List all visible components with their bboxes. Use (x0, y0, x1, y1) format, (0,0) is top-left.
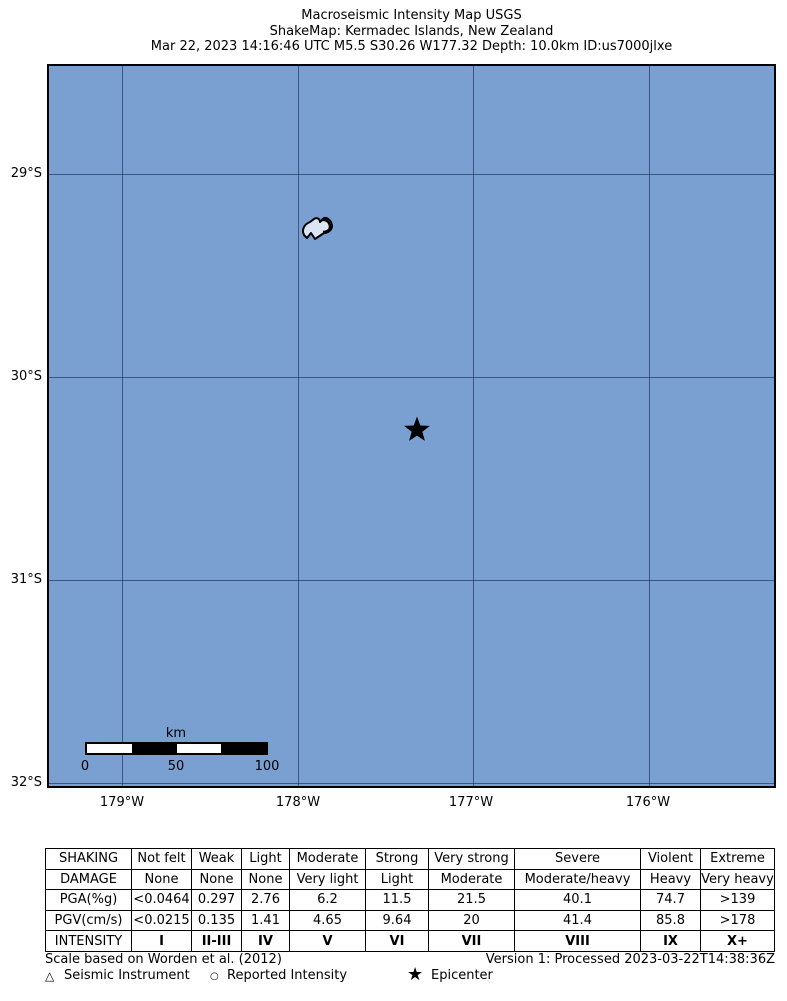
intensity-cell-x: X+ (700, 930, 775, 952)
lon-tick-177w: 177°W (448, 795, 494, 810)
cell: 9.64 (365, 909, 429, 932)
epicenter-legend-icon: ★ (407, 964, 424, 985)
intensity-cell-v: V (289, 930, 366, 952)
cell: None (241, 868, 290, 891)
table-row-shaking: SHAKING Not felt Weak Light Moderate Str… (45, 848, 775, 870)
table-row-damage: DAMAGE None None None Very light Light M… (45, 868, 775, 891)
gridline-179w (122, 66, 123, 786)
cell: >178 (700, 909, 775, 932)
epicenter-label: Epicenter (431, 968, 493, 983)
cell: Moderate (289, 848, 366, 870)
map-canvas: km 0 50 100 (47, 64, 776, 788)
row-header: PGA(%g) (45, 889, 132, 911)
lat-tick-30s: 30°S (10, 369, 42, 384)
cell: Very light (289, 868, 366, 891)
intensity-cell-iv: IV (241, 930, 290, 952)
intensity-cell-ix: IX (640, 930, 701, 952)
cell: 74.7 (640, 889, 701, 911)
table-row-pgv: PGV(cm/s) <0.0215 0.135 1.41 4.65 9.64 2… (45, 909, 775, 932)
intensity-cell-viii: VIII (514, 930, 641, 952)
title-line-1: Macroseismic Intensity Map USGS (301, 8, 522, 23)
cell: 20 (428, 909, 515, 932)
cell: <0.0215 (131, 909, 192, 932)
cell: 40.1 (514, 889, 641, 911)
cell: Light (365, 868, 429, 891)
scalebar-tick-50: 50 (167, 759, 185, 774)
reported-intensity-icon: ○ (210, 971, 219, 982)
cell: Moderate/heavy (514, 868, 641, 891)
cell: Extreme (700, 848, 775, 870)
version-processed-timestamp: Version 1: Processed 2023-03-22T14:38:36… (485, 952, 775, 967)
row-header: INTENSITY (45, 930, 132, 952)
row-header: SHAKING (45, 848, 132, 870)
lat-tick-29s: 29°S (10, 166, 42, 181)
island-outline (301, 216, 333, 240)
intensity-cell-i: I (131, 930, 192, 952)
gridline-29s (49, 174, 774, 175)
gridline-31s (49, 580, 774, 581)
seismic-instrument-icon: △ (45, 969, 55, 983)
cell: Very strong (428, 848, 515, 870)
cell: 85.8 (640, 909, 701, 932)
cell: Light (241, 848, 290, 870)
cell: 2.76 (241, 889, 290, 911)
cell: Heavy (640, 868, 701, 891)
scalebar-unit: km (165, 726, 187, 741)
row-header: DAMAGE (45, 868, 132, 891)
gridline-178w (298, 66, 299, 786)
scalebar-segment (221, 744, 266, 753)
cell: >139 (700, 889, 775, 911)
lon-tick-176w: 176°W (625, 795, 671, 810)
cell: Very heavy (700, 868, 775, 891)
table-row-intensity: INTENSITY I II-III IV V VI VII VIII IX X… (45, 930, 775, 952)
intensity-cell-vi: VI (365, 930, 429, 952)
intensity-cell-ii-iii: II-III (191, 930, 242, 952)
cell: <0.0464 (131, 889, 192, 911)
cell: 0.135 (191, 909, 242, 932)
table-row-pga: PGA(%g) <0.0464 0.297 2.76 6.2 11.5 21.5… (45, 889, 775, 911)
cell: Strong (365, 848, 429, 870)
cell: 11.5 (365, 889, 429, 911)
lon-tick-178w: 178°W (275, 795, 321, 810)
cell: None (191, 868, 242, 891)
cell: 41.4 (514, 909, 641, 932)
scalebar-tick-100: 100 (254, 759, 280, 774)
scalebar-segment (131, 744, 177, 753)
scalebar-segment (176, 744, 222, 753)
cell: Severe (514, 848, 641, 870)
scalebar (85, 742, 268, 755)
cell: None (131, 868, 192, 891)
lon-tick-179w: 179°W (99, 795, 145, 810)
gridline-32s (49, 783, 774, 784)
scalebar-segment (87, 744, 132, 753)
intensity-cell-vii: VII (428, 930, 515, 952)
title-line-3: Mar 22, 2023 14:16:46 UTC M5.5 S30.26 W1… (150, 39, 673, 54)
cell: 0.297 (191, 889, 242, 911)
cell: Weak (191, 848, 242, 870)
gridline-177w (473, 66, 474, 786)
row-header: PGV(cm/s) (45, 909, 132, 932)
seismic-instrument-label: Seismic Instrument (64, 968, 190, 983)
title-line-2: ShakeMap: Kermadec Islands, New Zealand (269, 23, 554, 39)
epicenter-star-icon (404, 416, 430, 441)
cell: 1.41 (241, 909, 290, 932)
cell: 6.2 (289, 889, 366, 911)
cell: Not felt (131, 848, 192, 870)
cell: Violent (640, 848, 701, 870)
lat-tick-32s: 32°S (10, 775, 42, 790)
cell: 21.5 (428, 889, 515, 911)
gridline-30s (49, 377, 774, 378)
scalebar-tick-0: 0 (80, 759, 90, 774)
reported-intensity-label: Reported Intensity (227, 968, 348, 983)
gridline-176w (649, 66, 650, 786)
intensity-legend-table: SHAKING Not felt Weak Light Moderate Str… (45, 848, 775, 952)
figure-title: Macroseismic Intensity Map USGS ShakeMap… (47, 8, 776, 55)
lat-tick-31s: 31°S (10, 572, 42, 587)
scale-reference-note: Scale based on Worden et al. (2012) (45, 952, 282, 967)
cell: 4.65 (289, 909, 366, 932)
cell: Moderate (428, 868, 515, 891)
